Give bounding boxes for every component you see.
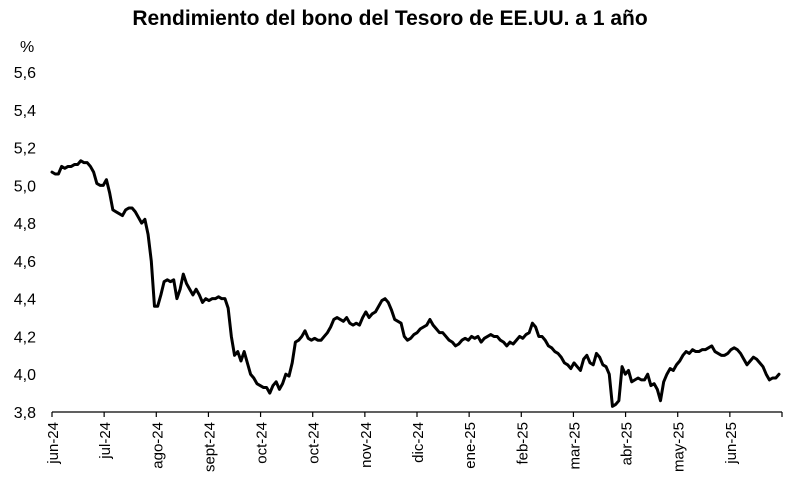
x-tick-label: sept-24 xyxy=(201,422,218,472)
x-tick-label: may-25 xyxy=(671,422,688,472)
x-tick-label: jun-24 xyxy=(45,422,62,465)
y-tick-label: 4,4 xyxy=(14,292,36,309)
y-axis-unit-label: % xyxy=(20,39,34,56)
x-tick-label: jul-24 xyxy=(97,422,114,460)
x-tick-label: oct-24 xyxy=(254,422,271,464)
y-tick-label: 4,2 xyxy=(14,329,36,346)
series-line xyxy=(50,159,781,408)
y-tick-label: 4,6 xyxy=(14,254,36,271)
y-tick-label: 4,0 xyxy=(14,367,36,384)
y-tick-label: 5,6 xyxy=(14,65,36,82)
y-tick-label: 3,8 xyxy=(14,405,36,422)
x-tick-label: dic-24 xyxy=(410,422,427,463)
x-axis: jun-24 jul-24 ago-24 sept-24 oct-24 oct-24 nov… xyxy=(45,411,783,472)
y-tick-label: 5,0 xyxy=(14,178,36,195)
x-tick-label: ago-24 xyxy=(149,422,166,469)
series-layer xyxy=(50,159,781,408)
x-tick-label: oct-24 xyxy=(306,422,323,464)
x-tick-label: nov-24 xyxy=(358,422,375,468)
x-tick-label: jun-25 xyxy=(723,422,740,465)
y-tick-label: 5,2 xyxy=(14,141,36,158)
y-tick-label: 5,4 xyxy=(14,103,36,120)
x-tick-label: ene-25 xyxy=(462,422,479,469)
x-tick-label: abr-25 xyxy=(619,422,636,465)
y-tick-label: 4,8 xyxy=(14,216,36,233)
chart-title: Rendimiento del bono del Tesoro de EE.UU… xyxy=(132,7,648,30)
x-tick-label: mar-25 xyxy=(566,422,583,470)
y-axis: 3,8 4,0 4,2 4,4 4,6 4,8 5,0 5,2 5,4 5,6 xyxy=(14,65,36,422)
x-tick-label: feb-25 xyxy=(514,422,531,465)
